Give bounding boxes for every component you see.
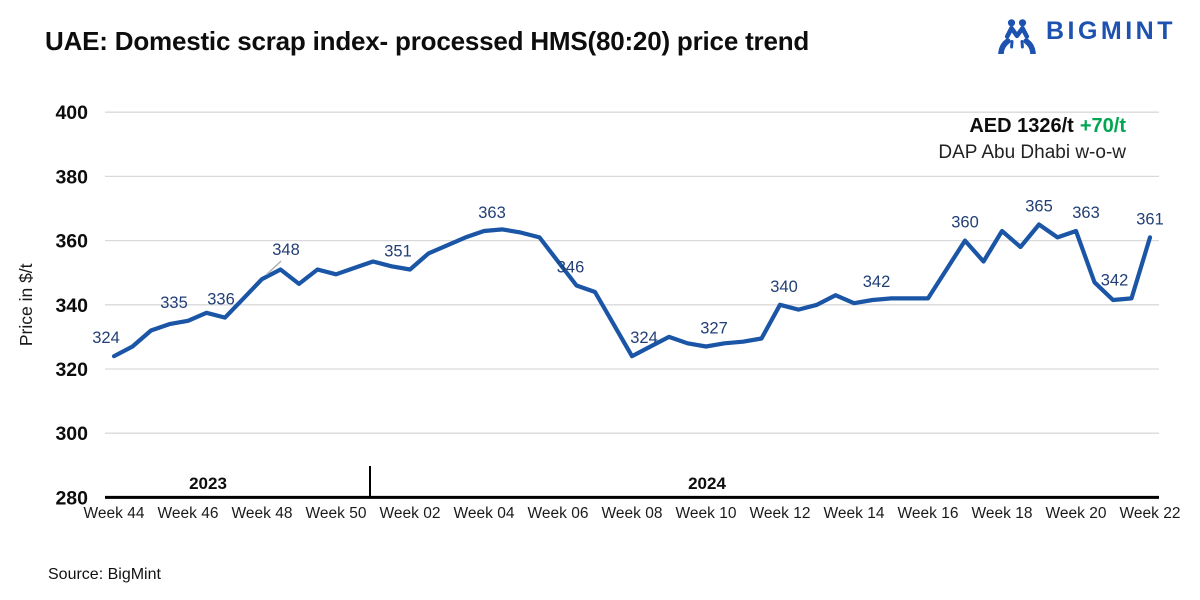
- point-label: 340: [770, 278, 798, 296]
- point-label: 335: [160, 294, 188, 312]
- bigmint-logo: BIGMINT: [995, 8, 1176, 54]
- point-label: 336: [207, 291, 235, 309]
- bigmint-logo-icon: [998, 19, 1036, 54]
- label-leader-line: [266, 260, 282, 275]
- point-label: 324: [630, 329, 658, 347]
- y-tick-label: 360: [55, 231, 88, 253]
- year-label: 2023: [189, 474, 227, 493]
- point-label: 365: [1025, 198, 1053, 216]
- x-tick-label: Week 10: [676, 505, 737, 522]
- x-tick-label: Week 50: [306, 505, 367, 522]
- point-label: 327: [700, 320, 728, 338]
- wow-change-label: +70/t: [1079, 115, 1126, 137]
- point-label: 342: [1101, 271, 1129, 289]
- x-tick-label: Week 20: [1046, 505, 1107, 522]
- y-tick-label: 280: [55, 487, 88, 509]
- x-tick-label: Week 04: [454, 505, 515, 522]
- x-tick-label: Week 48: [232, 505, 293, 522]
- point-label: 363: [478, 204, 506, 222]
- point-label: 342: [863, 273, 891, 291]
- annotation-subtitle: DAP Abu Dhabi w-o-w: [938, 142, 1126, 163]
- point-label: 348: [272, 241, 300, 259]
- y-tick-label: 400: [55, 102, 88, 124]
- y-tick-label: 320: [55, 359, 88, 381]
- x-tick-label: Week 22: [1120, 505, 1181, 522]
- point-label: 360: [951, 214, 979, 232]
- x-tick-label: Week 02: [380, 505, 441, 522]
- x-tick-label: Week 14: [824, 505, 885, 522]
- aed-price-label: AED 1326/t: [969, 115, 1074, 137]
- year-label: 2024: [688, 474, 726, 493]
- x-tick-label: Week 16: [898, 505, 959, 522]
- x-tick-label: Week 46: [158, 505, 219, 522]
- price-line: [111, 222, 1153, 359]
- x-tick-label: Week 18: [972, 505, 1033, 522]
- x-tick-label: Week 06: [528, 505, 589, 522]
- y-tick-label: 300: [55, 423, 88, 445]
- point-label: 346: [557, 259, 585, 277]
- x-tick-label: Week 44: [84, 505, 145, 522]
- bigmint-logo-text: BIGMINT: [1045, 16, 1176, 45]
- x-tick-label: Week 08: [602, 505, 663, 522]
- point-label: 351: [384, 242, 412, 260]
- source-note: Source: BigMint: [48, 566, 161, 583]
- point-label: 363: [1072, 204, 1100, 222]
- point-label: 361: [1136, 210, 1164, 228]
- y-tick-label: 340: [55, 295, 88, 317]
- x-tick-label: Week 12: [750, 505, 811, 522]
- price-annotation: AED 1326/t +70/t DAP Abu Dhabi w-o-w: [938, 114, 1126, 165]
- point-label: 324: [92, 329, 120, 347]
- y-tick-label: 380: [55, 166, 88, 188]
- y-axis-title: Price in $/t: [16, 263, 36, 346]
- page-title: UAE: Domestic scrap index- processed HMS…: [45, 26, 810, 56]
